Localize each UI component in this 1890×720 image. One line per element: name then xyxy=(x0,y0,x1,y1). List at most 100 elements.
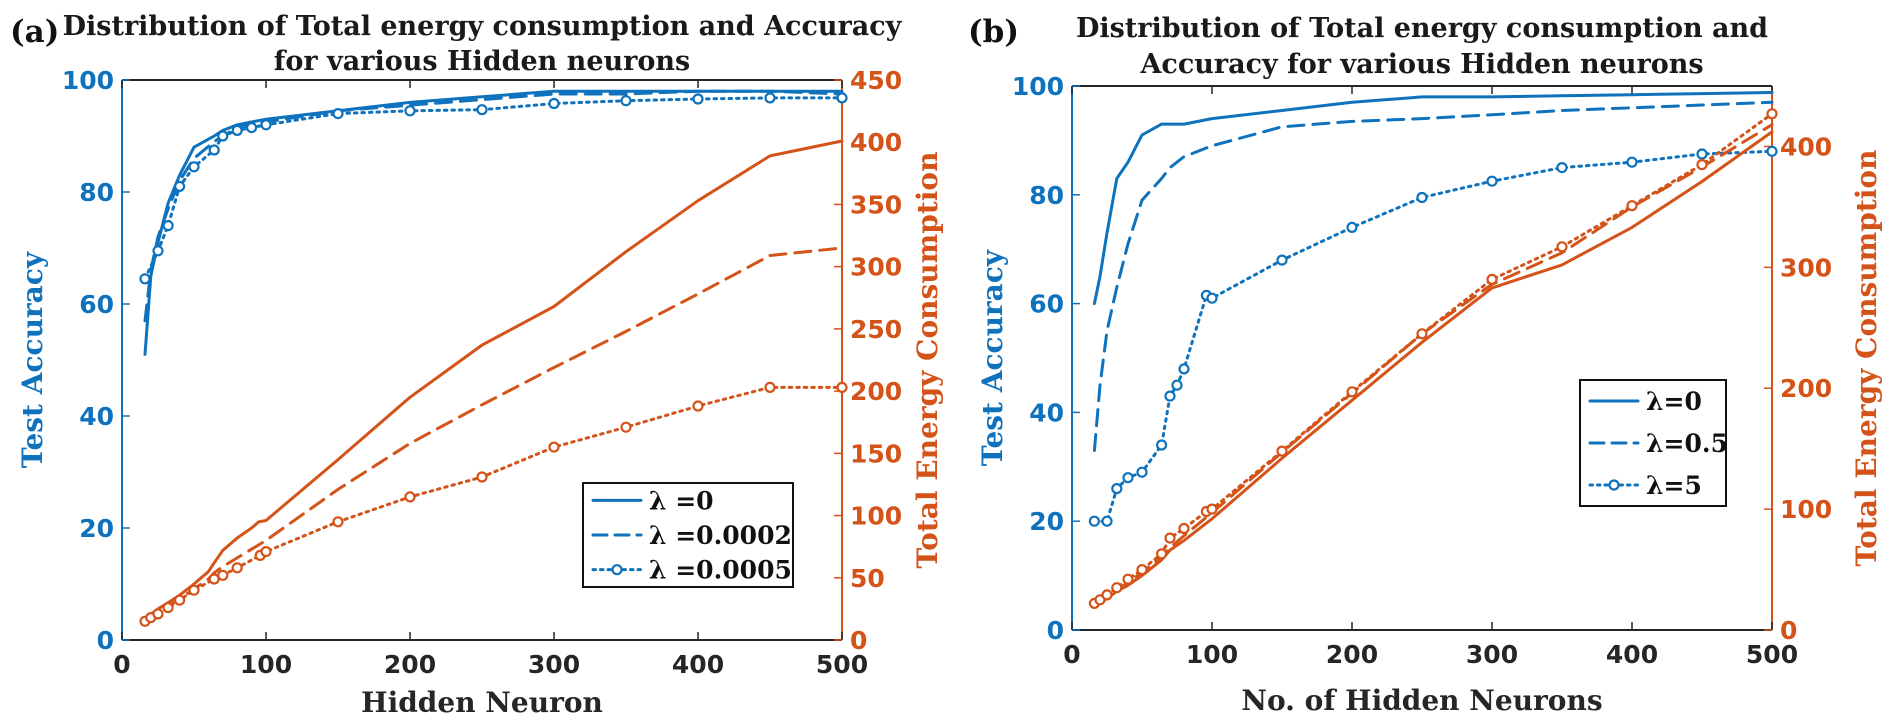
y-right-tick-label: 100 xyxy=(1780,495,1832,524)
data-point-marker xyxy=(620,95,632,107)
chart-title-line: Distribution of Total energy consumption… xyxy=(63,11,903,42)
series-line-accuracy-0 xyxy=(1092,91,1774,306)
y-right-tick-label: 50 xyxy=(850,564,885,593)
y-right-tick-label: 150 xyxy=(850,439,902,468)
y-right-tick-label: 250 xyxy=(850,315,902,344)
data-point-marker xyxy=(1276,445,1288,457)
data-point-marker xyxy=(1164,532,1176,544)
data-point-marker xyxy=(1556,241,1568,253)
legend-label: λ =0.0002 xyxy=(649,521,792,550)
legend-marker xyxy=(611,564,623,576)
data-point-marker xyxy=(692,93,704,105)
chart-title-line: for various Hidden neurons xyxy=(274,46,690,77)
data-point-marker xyxy=(1416,328,1428,340)
x-tick-label: 200 xyxy=(1326,640,1378,669)
data-point-marker xyxy=(404,491,416,503)
data-point-marker xyxy=(1136,466,1148,478)
data-point-marker xyxy=(1486,175,1498,187)
data-point-marker xyxy=(1088,515,1101,527)
data-point-marker xyxy=(217,130,229,142)
data-point-marker xyxy=(208,144,220,156)
data-point-marker xyxy=(1696,148,1708,160)
data-point-marker xyxy=(1111,483,1123,495)
chart-panel-a: (a) Distribution of Total energy consumpt… xyxy=(10,11,944,719)
data-point-marker xyxy=(332,516,344,528)
y-left-tick-label: 60 xyxy=(79,290,114,319)
data-point-marker xyxy=(1178,363,1190,375)
data-point-marker xyxy=(1155,439,1168,451)
data-point-marker xyxy=(1346,221,1358,233)
legend-label: λ=0 xyxy=(1646,387,1702,416)
data-point-marker xyxy=(162,601,174,614)
data-point-marker xyxy=(217,569,229,581)
data-point-marker xyxy=(260,119,272,131)
legend-label: λ =0 xyxy=(649,486,714,515)
data-point-marker xyxy=(152,245,164,257)
data-point-marker xyxy=(1178,522,1190,535)
x-tick-label: 300 xyxy=(1466,640,1518,669)
data-point-marker xyxy=(1206,503,1218,515)
data-point-marker xyxy=(231,562,243,574)
legend-label: λ =0.0005 xyxy=(649,556,792,585)
chart-title-line: Distribution of Total energy consumption… xyxy=(1076,13,1768,44)
series-line-energy-3 xyxy=(143,139,844,621)
data-point-marker xyxy=(476,471,488,483)
data-point-marker xyxy=(174,180,186,192)
data-point-marker xyxy=(246,121,258,134)
y-right-tick-label: 200 xyxy=(1780,374,1832,403)
y-left-tick-label: 80 xyxy=(1029,181,1064,210)
data-point-marker xyxy=(692,400,704,412)
x-axis-label: No. of Hidden Neurons xyxy=(1241,684,1602,717)
y-right-axis-label: Total Energy Consumption xyxy=(1850,150,1883,567)
y-left-tick-label: 100 xyxy=(62,66,114,95)
data-point-marker xyxy=(188,161,200,173)
x-tick-label: 200 xyxy=(384,650,436,679)
data-point-marker xyxy=(476,104,488,116)
y-left-axis-label: Test Accuracy xyxy=(976,249,1009,466)
data-point-marker xyxy=(1766,145,1778,157)
y-left-tick-label: 100 xyxy=(1012,72,1064,101)
data-point-marker xyxy=(139,273,151,285)
data-point-marker xyxy=(836,92,848,104)
x-tick-label: 400 xyxy=(1606,640,1658,669)
y-left-tick-label: 40 xyxy=(1029,398,1064,427)
y-right-tick-label: 300 xyxy=(850,253,902,282)
series-line-accuracy-1 xyxy=(1092,100,1774,452)
data-point-marker xyxy=(1101,589,1113,601)
data-point-marker xyxy=(1276,254,1288,266)
y-right-tick-label: 400 xyxy=(850,128,902,157)
y-right-tick-label: 200 xyxy=(850,377,902,406)
data-point-marker xyxy=(1155,548,1168,560)
y-left-tick-label: 0 xyxy=(97,626,114,655)
x-tick-label: 400 xyxy=(672,650,724,679)
data-point-marker xyxy=(162,220,174,232)
x-tick-label: 100 xyxy=(1186,640,1238,669)
data-point-marker xyxy=(1486,273,1498,285)
y-right-tick-label: 300 xyxy=(1780,253,1832,282)
data-point-marker xyxy=(260,545,272,558)
y-right-tick-label: 350 xyxy=(850,190,902,219)
data-point-marker xyxy=(152,608,164,620)
data-point-marker xyxy=(1416,191,1428,204)
y-right-tick-label: 100 xyxy=(850,502,902,531)
x-tick-label: 500 xyxy=(1746,640,1798,669)
y-left-axis-label: Test Accuracy xyxy=(16,251,49,468)
data-point-marker xyxy=(1136,563,1148,576)
x-tick-label: 100 xyxy=(240,650,292,679)
data-point-marker xyxy=(1164,390,1176,402)
panel-label: (a) xyxy=(10,14,59,50)
series-line-energy-3 xyxy=(1092,130,1774,608)
data-point-marker xyxy=(1346,386,1358,398)
data-point-marker xyxy=(548,97,560,110)
data-point-marker xyxy=(174,594,186,606)
y-right-tick-label: 0 xyxy=(850,626,867,655)
data-point-marker xyxy=(1206,292,1218,304)
series-line-accuracy-2 xyxy=(143,96,844,281)
y-right-axis-label: Total Energy Consumption xyxy=(911,152,944,569)
chart-panel-b: (b) Distribution of Total energy consumpt… xyxy=(968,13,1883,717)
data-point-marker xyxy=(548,441,560,453)
y-left-tick-label: 80 xyxy=(79,178,114,207)
data-point-marker xyxy=(620,421,632,433)
y-right-tick-label: 450 xyxy=(850,66,902,95)
